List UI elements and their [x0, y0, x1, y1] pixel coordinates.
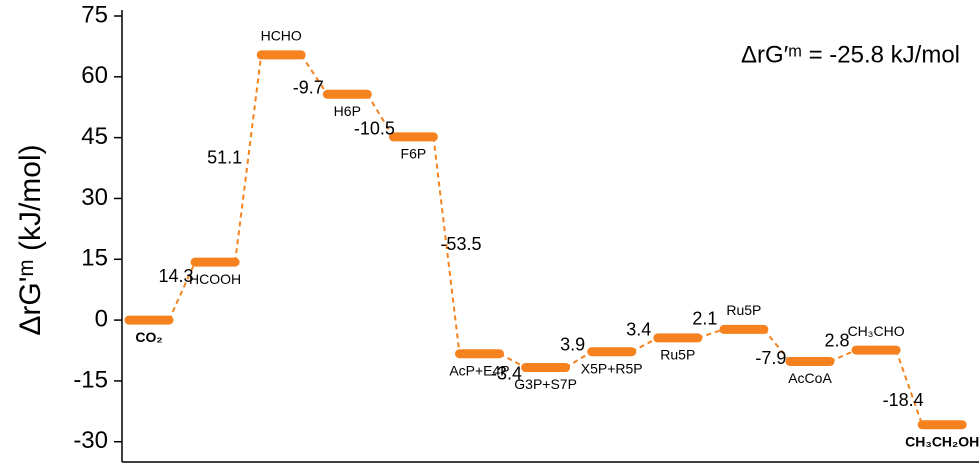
connector	[763, 328, 791, 363]
step-label: -10.5	[354, 118, 395, 138]
y-tick-label: 30	[81, 184, 108, 211]
level-label: Ru5P	[726, 302, 761, 318]
level-label: X5P+R5P	[581, 360, 643, 376]
connector	[499, 352, 527, 369]
step-label: -3.4	[491, 363, 522, 383]
connector	[234, 54, 263, 263]
step-label: -18.4	[883, 390, 924, 410]
y-axis-label: ΔrG'ᵐ (kJ/mol)	[14, 144, 47, 335]
y-tick-label: 15	[81, 245, 108, 272]
y-tick-label: -30	[73, 427, 108, 454]
step-label: 2.8	[825, 331, 850, 351]
level-label: Ru5P	[660, 347, 695, 363]
level-label: HCOOH	[189, 271, 241, 287]
step-label: 2.1	[692, 308, 717, 328]
level-label: CO₂	[135, 329, 162, 345]
y-tick-label: 60	[81, 62, 108, 89]
step-label: -53.5	[440, 234, 481, 254]
y-tick-label: 0	[95, 305, 108, 332]
connector	[300, 54, 329, 95]
level-label: G3P+S7P	[514, 376, 577, 392]
connector	[829, 349, 857, 363]
level-label: AcP+E4P	[449, 362, 509, 378]
connector	[697, 328, 725, 339]
level-label: AcCoA	[788, 370, 832, 386]
connector	[432, 136, 461, 354]
step-label: 51.1	[207, 147, 242, 167]
y-tick-label: 75	[81, 1, 108, 28]
y-tick-label: -15	[73, 366, 108, 393]
step-label: 3.4	[626, 320, 651, 340]
y-tick-label: 45	[81, 123, 108, 150]
step-label: 14.3	[159, 266, 194, 286]
connector	[895, 349, 924, 426]
connector	[168, 261, 197, 321]
step-label: -9.7	[293, 77, 324, 97]
annotation: ΔrG′ᵐ = -25.8 kJ/mol	[741, 41, 960, 68]
level-label: HCHO	[261, 28, 302, 44]
connector	[631, 337, 659, 353]
level-label: CH₃CHO	[848, 323, 905, 339]
level-label: CH₃CH₂OH	[905, 433, 979, 449]
level-label: F6P	[401, 146, 427, 162]
level-label: H6P	[334, 103, 361, 119]
step-label: 3.9	[560, 334, 585, 354]
step-label: -7.9	[755, 348, 786, 368]
